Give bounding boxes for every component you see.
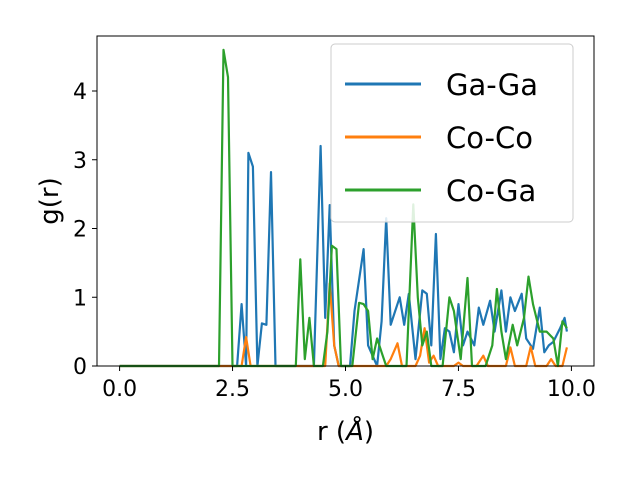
series-line-co-ga <box>119 48 568 368</box>
y-axis: 0 1 2 3 4 <box>73 80 97 380</box>
y-tick-label: 2 <box>73 218 87 243</box>
x-axis-label: r (Å) <box>317 415 374 447</box>
y-tick-label: 1 <box>73 286 87 311</box>
legend: Ga-Ga Co-Co Co-Ga <box>330 43 574 223</box>
y-tick-label: 3 <box>73 149 87 174</box>
legend-items: Ga-Ga Co-Co Co-Ga <box>345 68 538 208</box>
legend-box <box>330 43 574 223</box>
y-axis-label: g(r) <box>35 177 65 224</box>
y-tick-label: 4 <box>73 80 87 105</box>
x-tick-label: 5.0 <box>328 377 363 402</box>
x-axis-label-unit: Å <box>344 415 364 447</box>
legend-label-ga-ga: Ga-Ga <box>446 68 538 102</box>
x-tick-label: 2.5 <box>215 377 250 402</box>
x-axis-label-text: r ( <box>317 417 346 447</box>
x-axis: 0.0 2.5 5.0 7.5 10.0 <box>102 366 596 402</box>
legend-label-co-co: Co-Co <box>446 121 533 155</box>
x-tick-label: 0.0 <box>102 377 137 402</box>
x-tick-label: 10.0 <box>547 377 596 402</box>
y-tick-label: 0 <box>73 355 87 380</box>
x-tick-label: 7.5 <box>441 377 476 402</box>
x-axis-label-close: ) <box>364 417 374 447</box>
series-line-ga-ga <box>119 144 568 368</box>
legend-label-co-ga: Co-Ga <box>446 174 536 208</box>
